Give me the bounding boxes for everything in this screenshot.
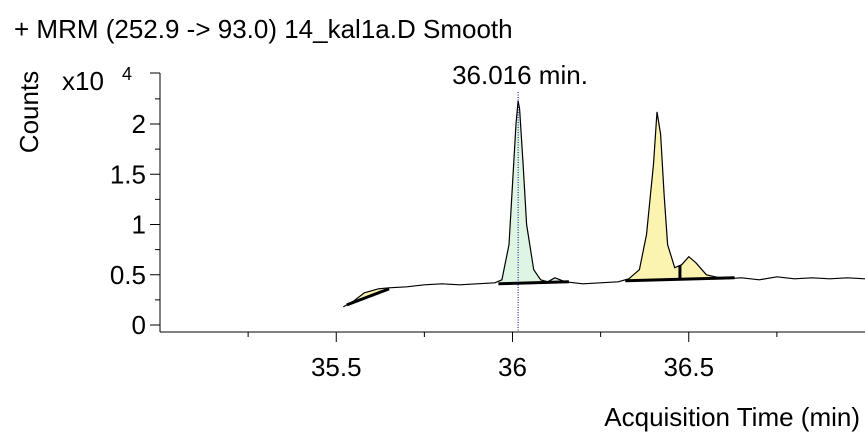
y-tick-label: 0.5 — [110, 260, 146, 290]
peak-fill-3 — [625, 111, 735, 281]
axes: 0 0.5 1 1.5 2 35.5 36 36.5 — [110, 72, 865, 382]
y-exponent-power: 4 — [122, 64, 132, 84]
y-tick-label: 2 — [132, 109, 146, 139]
chart-title: + MRM (252.9 -> 93.0) 14_kal1a.D Smooth — [14, 14, 513, 44]
peak-baseline-3 — [625, 276, 735, 283]
y-tick-label: 0 — [132, 310, 146, 340]
peak-baseline-1 — [346, 287, 390, 307]
x-tick-label: 36.5 — [663, 352, 714, 382]
peak-baselines — [346, 265, 735, 307]
signal-trace — [343, 100, 865, 308]
retention-time-annotation: 36.016 min. — [452, 60, 588, 90]
signal-line — [343, 100, 865, 308]
y-tick-label: 1 — [132, 210, 146, 240]
x-tick-label: 36 — [498, 352, 527, 382]
peak-fills — [346, 100, 735, 305]
y-tick-label: 1.5 — [110, 159, 146, 189]
x-tick-label: 35.5 — [311, 352, 362, 382]
y-exponent-base: x10 — [62, 66, 104, 96]
x-axis-label: Acquisition Time (min) — [604, 402, 860, 432]
peak-baseline-2 — [498, 280, 569, 286]
y-axis-label: Counts — [14, 71, 44, 153]
peak-fill-2 — [498, 100, 569, 284]
